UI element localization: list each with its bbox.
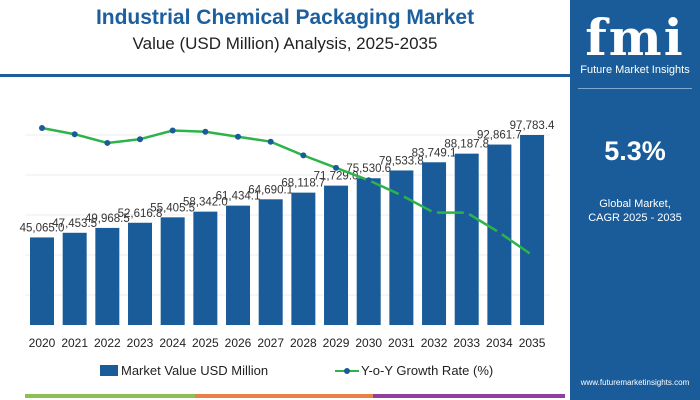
bar [258, 199, 283, 325]
cagr-label: Global Market, [599, 198, 671, 210]
data-label: 61,434.1 [216, 191, 261, 203]
data-label: 68,118.7 [281, 178, 325, 190]
growth-point [169, 127, 176, 134]
x-tick-label: 2034 [486, 336, 513, 350]
growth-point [365, 177, 372, 184]
x-tick-label: 2031 [388, 336, 415, 350]
bar [30, 237, 54, 325]
data-label: 88,187.8 [444, 139, 489, 151]
data-label: 97,783.4 [510, 120, 555, 132]
footer-bar-orange [195, 394, 373, 398]
data-label: 64,690.1 [248, 184, 293, 196]
growth-point [202, 128, 209, 135]
x-tick-label: 2024 [159, 336, 186, 350]
x-tick-label: 2029 [323, 336, 350, 350]
data-label: 71,729.0 [314, 171, 359, 183]
growth-point [496, 229, 503, 236]
growth-point [137, 136, 144, 143]
data-label: 52,616.8 [118, 208, 163, 220]
x-tick-label: 2025 [192, 336, 219, 350]
x-tick-label: 2022 [94, 336, 121, 350]
chart: 45,065.0 2020 47,453.5 2021 49,968.5 2022 52,6… [20, 120, 555, 350]
data-label: 45,065.0 [20, 222, 65, 234]
data-label: 47,453.5 [52, 218, 97, 230]
bar [193, 211, 218, 325]
x-tick-label: 2027 [257, 336, 284, 350]
bar [62, 232, 87, 325]
fmi-logo: fmi [585, 8, 685, 67]
footer-bar-purple [373, 394, 565, 398]
bar [356, 178, 381, 325]
legend-bar-label: Market Value USD Million [121, 363, 269, 378]
x-tick-label: 2028 [290, 336, 317, 350]
x-tick-label: 2026 [225, 336, 252, 350]
bar [422, 162, 447, 325]
divider [0, 74, 570, 77]
growth-point [39, 125, 45, 131]
growth-point [398, 192, 405, 199]
cagr-value: 5.3% [604, 136, 666, 166]
side-panel: fmi Future Market Insights 5.3% Global M… [570, 0, 700, 400]
growth-line [41, 126, 533, 257]
x-tick-label: 2030 [355, 336, 382, 350]
website-link[interactable]: www.futuremarketinsights.com [580, 378, 690, 387]
chart-title: Industrial Chemical Packaging Market [95, 6, 475, 29]
data-label: 79,533.8 [379, 155, 424, 167]
data-label: 58,342.0 [183, 197, 228, 209]
legend-line-swatch [335, 367, 359, 374]
growth-point [431, 209, 438, 216]
growth-point [529, 252, 536, 258]
bar [226, 205, 251, 325]
data-label: 75,530.6 [346, 163, 391, 175]
chart-subtitle: Value (USD Million) Analysis, 2025-2035 [132, 34, 438, 53]
growth-point [267, 138, 274, 145]
data-label: 83,749.1 [412, 147, 457, 159]
cagr-period: CAGR 2025 - 2035 [588, 212, 682, 224]
x-tick-label: 2035 [519, 336, 546, 350]
data-label: 92,861.7 [477, 130, 522, 142]
legend-line: Y-o-Y Growth Rate (%) [335, 363, 493, 378]
growth-point [300, 152, 307, 159]
x-tick-label: 2023 [127, 336, 154, 350]
x-tick-label: 2020 [29, 336, 56, 350]
bar [454, 153, 479, 325]
logo-tagline: Future Market Insights [580, 64, 690, 76]
legend-line-label: Y-o-Y Growth Rate (%) [361, 363, 494, 378]
growth-point [333, 164, 340, 171]
growth-point [235, 133, 242, 140]
bar [291, 192, 316, 325]
footer-bar-green [25, 394, 195, 398]
growth-point [463, 209, 470, 216]
bar [95, 227, 120, 325]
bar [160, 217, 185, 325]
growth-point [104, 139, 111, 146]
bar [128, 222, 153, 325]
data-label: 55,405.5 [150, 202, 195, 214]
legend-bar: Market Value USD Million [100, 363, 268, 378]
bar [520, 135, 545, 325]
legend-bar-swatch [100, 365, 118, 376]
x-tick-label: 2033 [453, 336, 480, 350]
panel-divider [578, 88, 692, 89]
bar [324, 185, 349, 325]
data-label: 49,968.5 [85, 213, 130, 225]
growth-point [71, 131, 78, 138]
x-tick-label: 2032 [421, 336, 448, 350]
x-tick-label: 2021 [61, 336, 88, 350]
